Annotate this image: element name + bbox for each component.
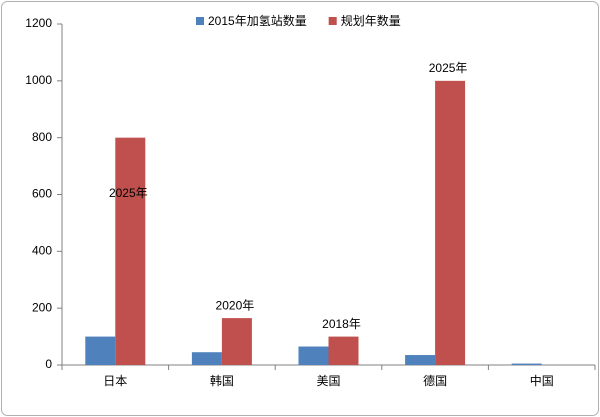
x-tick-label: 德国	[423, 373, 447, 388]
annotation: 2018年	[322, 317, 361, 331]
y-tick-label: 1000	[25, 73, 52, 87]
bar	[85, 336, 116, 365]
y-tick-label: 400	[32, 244, 52, 258]
annotation: 2025年	[109, 186, 148, 200]
bar	[298, 346, 329, 365]
legend-label: 规划年数量	[341, 13, 401, 28]
legend-label: 2015年加氢站数量	[208, 13, 307, 28]
x-tick-label: 韩国	[210, 373, 234, 388]
annotation: 2020年	[216, 298, 255, 312]
y-tick-label: 600	[32, 187, 52, 201]
bar	[405, 355, 436, 365]
legend-swatch	[196, 17, 204, 25]
y-tick-label: 1200	[25, 16, 52, 30]
bar	[191, 352, 222, 365]
bar	[328, 336, 359, 365]
x-tick-label: 日本	[103, 374, 127, 388]
annotation: 2025年	[429, 61, 468, 75]
y-tick-label: 200	[32, 300, 52, 314]
bar	[435, 80, 466, 365]
bar	[115, 137, 146, 365]
x-tick-label: 美国	[316, 374, 340, 388]
bar	[511, 363, 542, 365]
y-tick-label: 0	[45, 357, 52, 371]
bar	[221, 318, 252, 365]
legend-swatch	[328, 17, 337, 25]
x-tick-label: 中国	[530, 373, 554, 388]
y-tick-label: 800	[32, 130, 52, 144]
